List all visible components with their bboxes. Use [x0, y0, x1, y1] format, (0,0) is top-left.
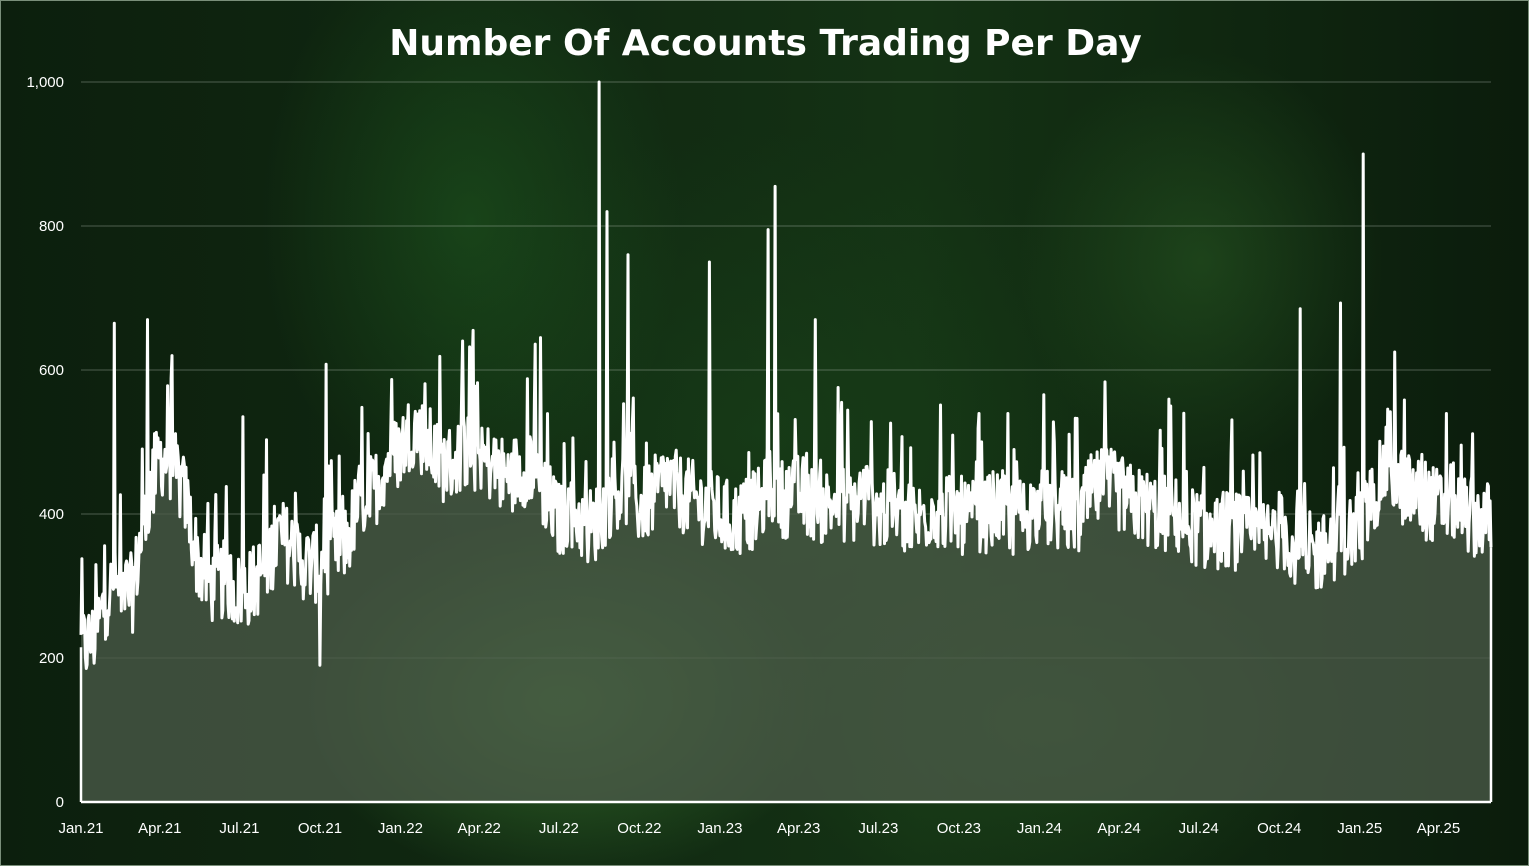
x-tick-label: Oct.23 [937, 820, 981, 837]
x-tick-label: Apr.21 [138, 820, 181, 837]
x-tick-label: Oct.22 [617, 820, 661, 837]
x-tick-label: Jul.22 [539, 820, 579, 837]
x-tick-label: Oct.24 [1257, 820, 1301, 837]
x-tick-label: Apr.25 [1417, 820, 1460, 837]
series-line [79, 80, 1493, 670]
x-tick-label: Apr.24 [1097, 820, 1140, 837]
x-tick-label: Oct.21 [298, 820, 342, 837]
x-tick-label: Apr.22 [458, 820, 501, 837]
y-tick-label: 800 [39, 218, 64, 235]
x-tick-label: Jul.21 [219, 820, 259, 837]
x-tick-label: Jan.25 [1337, 820, 1382, 837]
x-tick-label: Jan.21 [58, 820, 103, 837]
y-tick-label: 1,000 [26, 74, 64, 91]
y-tick-label: 600 [39, 362, 64, 379]
x-tick-label: Jul.24 [1179, 820, 1219, 837]
x-tick-label: Jul.23 [858, 820, 898, 837]
x-tick-label: Jan.22 [378, 820, 423, 837]
y-tick-label: 0 [56, 794, 64, 811]
y-tick-label: 400 [39, 506, 64, 523]
y-tick-label: 200 [39, 650, 64, 667]
series-area [81, 82, 1491, 802]
x-tick-label: Jan.24 [1017, 820, 1062, 837]
chart-title: Number Of Accounts Trading Per Day [389, 23, 1142, 64]
x-tick-label: Jan.23 [697, 820, 742, 837]
x-tick-label: Apr.23 [777, 820, 820, 837]
